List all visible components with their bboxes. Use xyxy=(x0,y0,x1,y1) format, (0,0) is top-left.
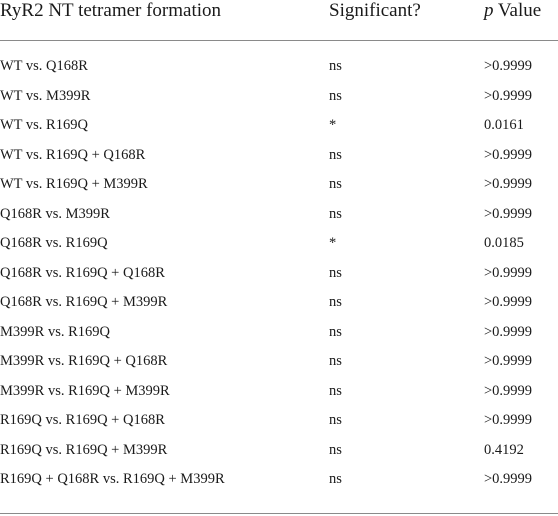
cell-p-value: >0.9999 xyxy=(484,146,533,163)
cell-comparison: WT vs. M399R xyxy=(0,87,91,104)
cell-p-value: >0.9999 xyxy=(484,87,533,104)
table-row: Q168R vs. M399R ns >0.9999 xyxy=(0,200,558,230)
cell-p-value: >0.9999 xyxy=(484,353,533,369)
table-row: Q168R vs. R169Q + M399R ns >0.9999 xyxy=(0,288,558,318)
cell-significant: ns xyxy=(329,471,342,487)
cell-significant: * xyxy=(329,117,337,133)
cell-comparison: Q168R vs. M399R xyxy=(0,205,110,222)
cell-significant: ns xyxy=(329,382,342,399)
table-row: Q168R vs. R169Q + Q168R ns >0.9999 xyxy=(0,259,558,289)
table-body: WT vs. Q168R ns >0.9999 WT vs. M399R ns >0.99… xyxy=(0,52,558,495)
cell-comparison: R169Q vs. R169Q + M399R xyxy=(0,441,168,458)
table-row: WT vs. R169Q + Q168R ns >0.9999 xyxy=(0,141,558,171)
cell-comparison: WT vs. R169Q + M399R xyxy=(0,176,148,192)
cell-significant: ns xyxy=(329,176,342,192)
cell-p-value: 0.0185 xyxy=(484,235,524,251)
cell-significant: ns xyxy=(329,58,342,74)
cell-p-value: >0.9999 xyxy=(484,205,533,222)
cell-comparison: M399R vs. R169Q + Q168R xyxy=(0,353,168,369)
cell-p-value: >0.9999 xyxy=(484,412,533,428)
header-p-letter: p xyxy=(484,0,494,21)
cell-p-value: >0.9999 xyxy=(484,382,533,399)
table-row: R169Q vs. R169Q + M399R ns 0.4192 xyxy=(0,436,558,466)
cell-significant: ns xyxy=(329,323,342,340)
table-row: WT vs. R169Q * 0.0161 xyxy=(0,111,558,141)
cell-significant: ns xyxy=(329,264,342,281)
cell-p-value: >0.9999 xyxy=(484,58,533,74)
cell-comparison: WT vs. R169Q + Q168R xyxy=(0,146,146,163)
cell-comparison: M399R vs. R169Q + M399R xyxy=(0,382,170,399)
header-p-rest: Value xyxy=(493,0,542,21)
cell-p-value: 0.0161 xyxy=(484,117,524,133)
cell-p-value: >0.9999 xyxy=(484,264,533,281)
table-row: R169Q + Q168R vs. R169Q + M399R ns >0.9999 xyxy=(0,465,558,495)
cell-comparison: M399R vs. R169Q xyxy=(0,323,110,340)
header-p-value: p Value xyxy=(484,0,541,22)
table-row: WT vs. M399R ns >0.9999 xyxy=(0,82,558,112)
cell-comparison: R169Q + Q168R vs. R169Q + M399R xyxy=(0,471,225,487)
cell-significant: ns xyxy=(329,87,342,104)
header-rule xyxy=(0,40,558,41)
table-row: WT vs. Q168R ns >0.9999 xyxy=(0,52,558,82)
cell-p-value: >0.9999 xyxy=(484,176,533,192)
table-row: M399R vs. R169Q + Q168R ns >0.9999 xyxy=(0,347,558,377)
cell-comparison: Q168R vs. R169Q xyxy=(0,235,108,251)
cell-p-value: 0.4192 xyxy=(484,441,524,458)
cell-comparison: R169Q vs. R169Q + Q168R xyxy=(0,412,165,428)
cell-comparison: WT vs. R169Q xyxy=(0,117,88,133)
bottom-rule xyxy=(0,513,558,514)
cell-significant: * xyxy=(329,235,337,251)
cell-significant: ns xyxy=(329,441,342,458)
cell-p-value: >0.9999 xyxy=(484,323,533,340)
cell-p-value: >0.9999 xyxy=(484,471,533,487)
cell-significant: ns xyxy=(329,205,342,222)
header-significant: Significant? xyxy=(329,0,421,21)
cell-p-value: >0.9999 xyxy=(484,294,533,310)
table-row: WT vs. R169Q + M399R ns >0.9999 xyxy=(0,170,558,200)
cell-comparison: Q168R vs. R169Q + M399R xyxy=(0,294,168,310)
table-row: M399R vs. R169Q + M399R ns >0.9999 xyxy=(0,377,558,407)
table-row: R169Q vs. R169Q + Q168R ns >0.9999 xyxy=(0,406,558,436)
header-comparison: RyR2 NT tetramer formation xyxy=(0,0,222,21)
cell-significant: ns xyxy=(329,294,342,310)
cell-significant: ns xyxy=(329,353,342,369)
table-row: M399R vs. R169Q ns >0.9999 xyxy=(0,318,558,348)
table-row: Q168R vs. R169Q * 0.0185 xyxy=(0,229,558,259)
table-header: RyR2 NT tetramer formation Significant? … xyxy=(0,0,558,40)
cell-significant: ns xyxy=(329,146,342,163)
cell-comparison: WT vs. Q168R xyxy=(0,58,88,74)
cell-significant: ns xyxy=(329,412,342,428)
cell-comparison: Q168R vs. R169Q + Q168R xyxy=(0,264,165,281)
